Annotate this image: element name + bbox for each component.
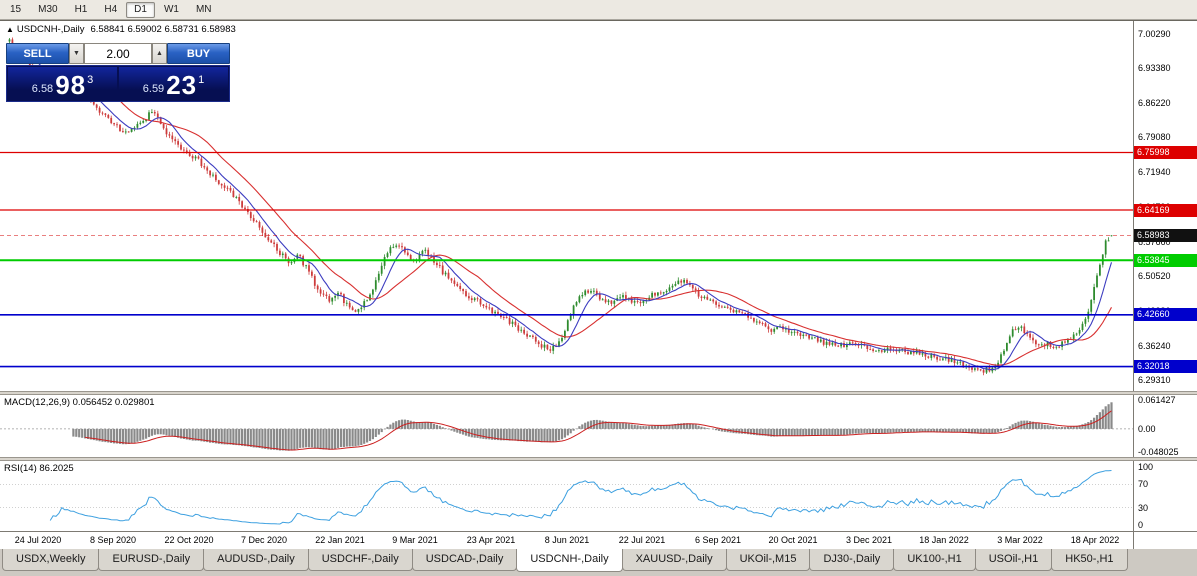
date-axis[interactable]: 24 Jul 2020 8 Sep 2020 22 Oct 2020 7 Dec 20… xyxy=(0,531,1197,549)
chart-tab-usdx-weekly[interactable]: USDX,Weekly xyxy=(2,549,100,571)
date-axis-label: 7 Dec 2020 xyxy=(240,535,288,545)
chart-tab-eurusd-daily[interactable]: EURUSD-,Daily xyxy=(98,549,205,571)
date-axis-label: 8 Jun 2021 xyxy=(544,535,590,545)
macd-label: MACD(12,26,9) 0.056452 0.029801 xyxy=(4,397,155,408)
price-axis-label: 6.79080 xyxy=(1138,132,1171,143)
hline-price-label: 6.75998 xyxy=(1134,145,1197,159)
date-axis-label: 6 Sep 2021 xyxy=(694,535,742,545)
macd-axis-label: 0.061427 xyxy=(1138,395,1176,405)
bid-price-label: 6.58983 xyxy=(1134,228,1197,242)
buy-button[interactable]: BUY xyxy=(167,43,230,64)
rsi-chart[interactable] xyxy=(0,461,1133,531)
chart-tab-xauusd-daily[interactable]: XAUUSD-,Daily xyxy=(621,549,727,571)
timeframe-button-w1[interactable]: W1 xyxy=(163,4,179,15)
rsi-label: RSI(14) 86.2025 xyxy=(4,463,74,474)
timeframe-button-m30[interactable]: M30 xyxy=(38,4,58,15)
rsi-panel: 100 70 30 0 RSI(14) 86.2025 xyxy=(0,461,1197,531)
buy-price-display[interactable]: 6.59 23 1 xyxy=(119,67,228,100)
chart-tab-uk100-h1[interactable]: UK100-,H1 xyxy=(893,549,976,571)
timeframe-button-d1[interactable]: D1 xyxy=(126,1,155,18)
price-axis-label: 7.00290 xyxy=(1138,29,1171,40)
chart-window: 7.002906.933806.862206.790806.719406.647… xyxy=(0,20,1197,549)
collapse-trade-panel-icon[interactable]: ▲ xyxy=(6,25,14,34)
hline-price-label: 6.42660 xyxy=(1134,308,1197,322)
volume-increase-button[interactable]: ▲ xyxy=(152,43,167,64)
sell-price-prefix: 6.58 xyxy=(31,83,54,95)
hline-price-label: 6.32018 xyxy=(1134,360,1197,374)
volume-input[interactable] xyxy=(84,43,152,64)
date-axis-label: 22 Oct 2020 xyxy=(164,535,214,545)
date-axis-label: 23 Apr 2021 xyxy=(466,535,516,545)
price-axis-label: 6.86220 xyxy=(1138,97,1171,108)
rsi-axis-label: 70 xyxy=(1138,479,1149,490)
rsi-axis-label: 30 xyxy=(1138,502,1149,513)
axis-corner xyxy=(1133,532,1197,549)
macd-axis-label: -0.048025 xyxy=(1138,447,1179,457)
timeframe-button-h4[interactable]: H4 xyxy=(104,4,118,15)
buy-price-big-digits: 23 xyxy=(166,70,198,100)
timeframe-button-h1[interactable]: H1 xyxy=(74,4,88,15)
hline-price-label: 6.53845 xyxy=(1134,253,1197,267)
main-chart-panel: 7.002906.933806.862206.790806.719406.647… xyxy=(0,21,1197,391)
chart-tab-usoil-h1[interactable]: USOil-,H1 xyxy=(974,549,1053,571)
date-axis-label: 20 Oct 2021 xyxy=(768,535,818,545)
timeframe-toolbar: 15 M30 H1 H4 D1 W1 MN xyxy=(0,0,1197,20)
chart-tab-usdcad-daily[interactable]: USDCAD-,Daily xyxy=(411,549,518,571)
chart-tab-usdcnh-daily[interactable]: USDCNH-,Daily xyxy=(516,549,623,572)
chart-tabs-bar: USDX,Weekly EURUSD-,Daily AUDUSD-,Daily USD… xyxy=(0,548,1197,576)
macd-axis[interactable]: 0.061427 0.00 -0.048025 xyxy=(1133,395,1197,457)
rsi-axis-label: 0 xyxy=(1138,520,1144,531)
chart-tab-audusd-daily[interactable]: AUDUSD-,Daily xyxy=(203,549,309,571)
date-axis-label: 9 Mar 2021 xyxy=(392,535,438,545)
date-axis-label: 3 Dec 2021 xyxy=(845,535,893,545)
chart-symbol-label: USDCNH-,Daily xyxy=(16,24,85,35)
rsi-axis-label: 100 xyxy=(1138,461,1154,472)
chart-ohlc-values: 6.58841 6.59002 6.58731 6.58983 xyxy=(90,24,236,35)
macd-chart[interactable] xyxy=(0,395,1133,457)
date-axis-label: 24 Jul 2020 xyxy=(14,535,62,545)
date-axis-label: 18 Jan 2022 xyxy=(919,535,969,545)
chart-tab-dj30-daily[interactable]: DJ30-,Daily xyxy=(809,549,895,571)
buy-price-prefix: 6.59 xyxy=(142,83,165,95)
sell-button[interactable]: SELL xyxy=(6,43,69,64)
price-axis-label: 6.50520 xyxy=(1138,271,1171,282)
sell-price-big-digits: 98 xyxy=(55,70,87,100)
macd-panel: 0.061427 0.00 -0.048025 MACD(12,26,9) 0.05… xyxy=(0,395,1197,457)
chart-tab-hk50-h1[interactable]: HK50-,H1 xyxy=(1051,549,1128,571)
volume-decrease-button[interactable]: ▼ xyxy=(69,43,84,64)
chart-header: ▲ USDCNH-,Daily 6.58841 6.59002 6.58731 6.… xyxy=(6,24,236,35)
price-axis-label: 6.36240 xyxy=(1138,341,1171,352)
timeframe-button-mn[interactable]: MN xyxy=(195,4,212,15)
date-axis-label: 22 Jan 2021 xyxy=(315,535,365,545)
chart-tab-usdchf-daily[interactable]: USDCHF-,Daily xyxy=(307,549,413,571)
sell-price-pip: 3 xyxy=(87,74,94,86)
date-axis-label: 22 Jul 2021 xyxy=(618,535,666,545)
date-axis-label: 3 Mar 2022 xyxy=(997,535,1043,545)
chart-tab-ukoil-m15[interactable]: UKOil-,M15 xyxy=(725,549,811,571)
buy-price-pip: 1 xyxy=(198,74,205,86)
sell-price-display[interactable]: 6.58 98 3 xyxy=(8,67,117,100)
panel-splitter[interactable] xyxy=(0,457,1197,461)
price-axis[interactable]: 7.002906.933806.862206.790806.719406.647… xyxy=(1133,21,1197,391)
rsi-axis[interactable]: 100 70 30 0 xyxy=(1133,461,1197,531)
date-axis-label: 18 Apr 2022 xyxy=(1070,535,1120,545)
macd-axis-label: 0.00 xyxy=(1138,423,1156,434)
candlestick-chart[interactable] xyxy=(0,21,1133,391)
timeframe-button-15[interactable]: 15 xyxy=(10,4,22,15)
hline-price-label: 6.64169 xyxy=(1134,203,1197,217)
panel-splitter[interactable] xyxy=(0,391,1197,395)
price-axis-label: 6.93380 xyxy=(1138,62,1171,73)
price-axis-label: 6.29310 xyxy=(1138,374,1171,385)
price-axis-label: 6.71940 xyxy=(1138,167,1171,178)
date-axis-label: 8 Sep 2020 xyxy=(89,535,137,545)
